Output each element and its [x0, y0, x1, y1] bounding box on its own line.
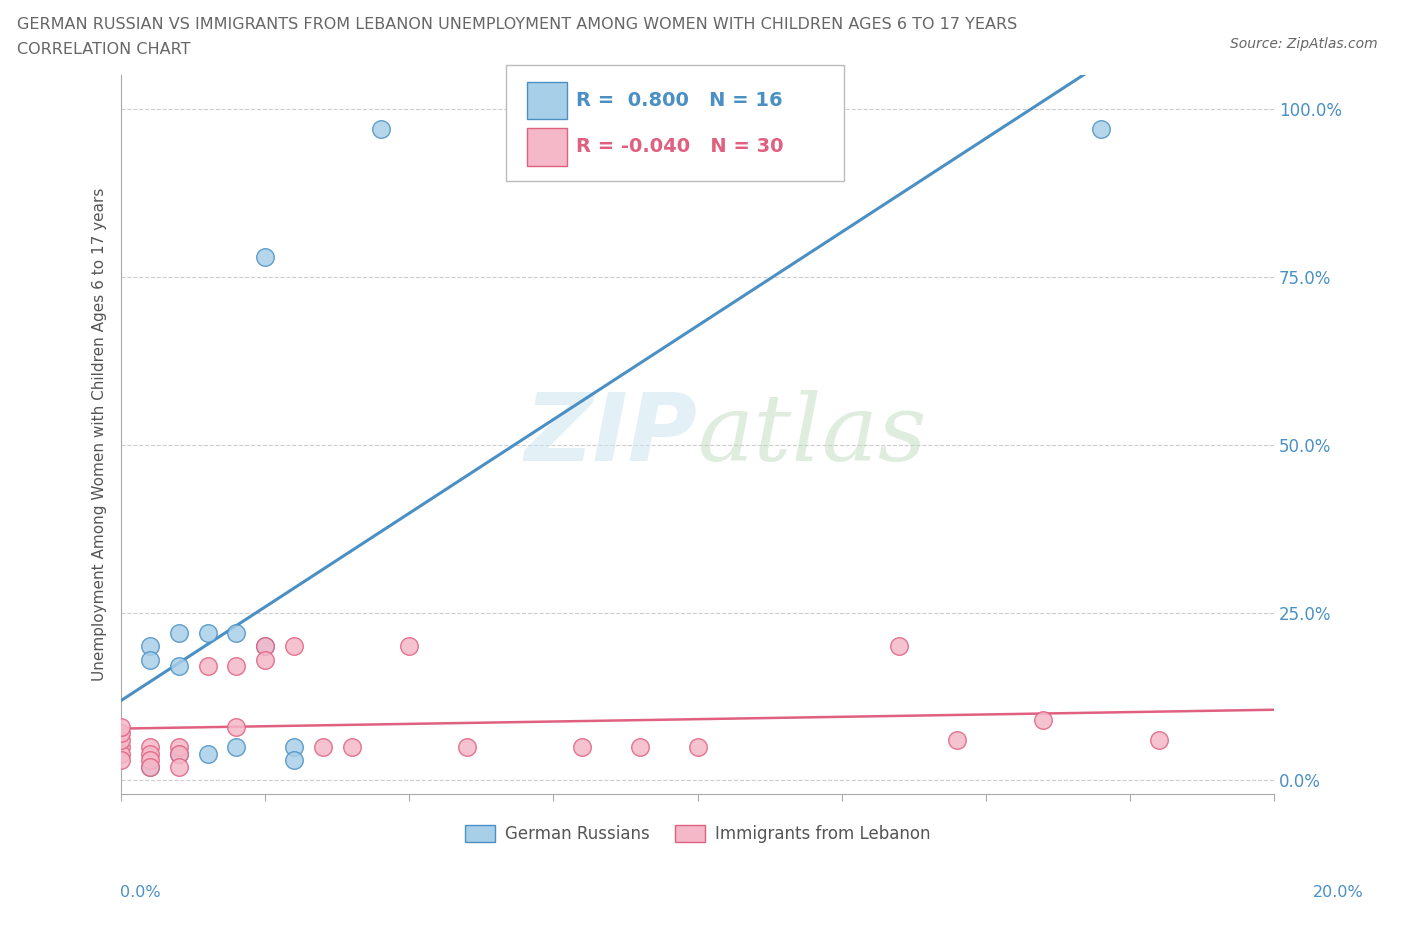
Point [283, 752, 305, 767]
Y-axis label: Unemployment Among Women with Children Ages 6 to 17 years: Unemployment Among Women with Children A… [93, 188, 107, 682]
Point [370, 122, 392, 137]
Text: GERMAN RUSSIAN VS IMMIGRANTS FROM LEBANON UNEMPLOYMENT AMONG WOMEN WITH CHILDREN: GERMAN RUSSIAN VS IMMIGRANTS FROM LEBANO… [17, 17, 1017, 32]
Point [197, 625, 219, 640]
Point [1090, 122, 1112, 137]
Point [254, 652, 277, 667]
Point [167, 746, 190, 761]
Point [139, 760, 162, 775]
Point [398, 639, 420, 654]
Point [225, 658, 247, 673]
Point [139, 746, 162, 761]
Text: atlas: atlas [697, 390, 927, 480]
Text: R =  0.800   N = 16: R = 0.800 N = 16 [576, 91, 783, 110]
Point [254, 639, 277, 654]
Point [110, 726, 132, 741]
Point [1147, 733, 1170, 748]
Point [139, 652, 162, 667]
Point [225, 625, 247, 640]
Text: Source: ZipAtlas.com: Source: ZipAtlas.com [1230, 37, 1378, 51]
Point [139, 752, 162, 767]
Point [167, 739, 190, 754]
Point [167, 625, 190, 640]
Point [225, 739, 247, 754]
Point [456, 739, 478, 754]
Text: 0.0%: 0.0% [120, 885, 160, 900]
Point [167, 658, 190, 673]
Point [139, 760, 162, 775]
Text: CORRELATION CHART: CORRELATION CHART [17, 42, 190, 57]
Point [946, 733, 969, 748]
Point [139, 639, 162, 654]
Point [197, 746, 219, 761]
Point [340, 739, 363, 754]
Point [889, 639, 911, 654]
Point [628, 739, 651, 754]
Point [254, 249, 277, 264]
Point [225, 719, 247, 734]
Point [312, 739, 335, 754]
Point [167, 760, 190, 775]
Point [167, 746, 190, 761]
Point [197, 658, 219, 673]
Point [1032, 712, 1054, 727]
Text: ZIP: ZIP [524, 389, 697, 481]
Text: 20.0%: 20.0% [1313, 885, 1364, 900]
Legend: German Russians, Immigrants from Lebanon: German Russians, Immigrants from Lebanon [458, 818, 936, 850]
Point [686, 739, 709, 754]
Point [571, 739, 593, 754]
Point [110, 746, 132, 761]
Point [110, 752, 132, 767]
Point [254, 639, 277, 654]
Point [110, 733, 132, 748]
Point [110, 739, 132, 754]
Point [139, 739, 162, 754]
Point [283, 739, 305, 754]
Point [110, 719, 132, 734]
Point [283, 639, 305, 654]
Text: R = -0.040   N = 30: R = -0.040 N = 30 [576, 138, 785, 156]
